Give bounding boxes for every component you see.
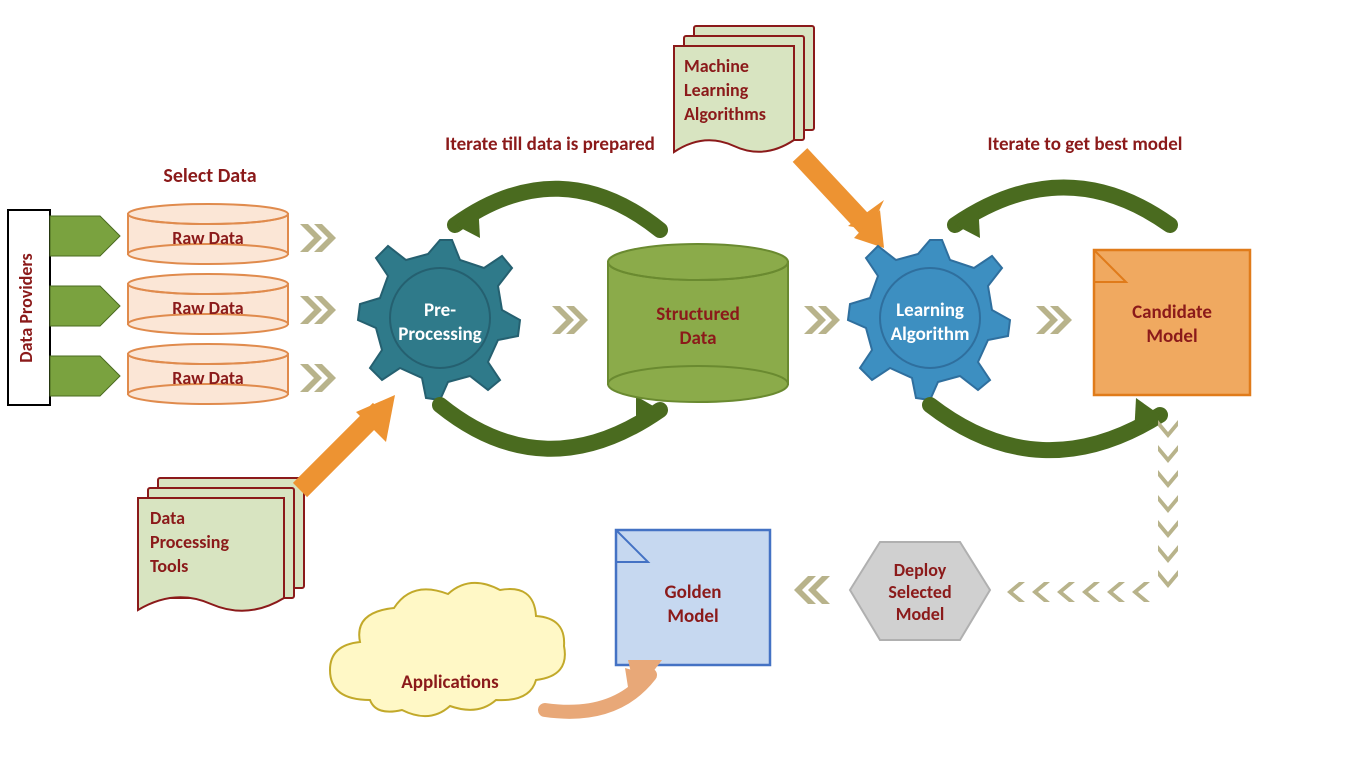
chevron-struct-to-learn	[804, 306, 840, 334]
raw-data-2-label: Raw Data	[172, 297, 243, 319]
arrow-apps-to-golden	[545, 660, 662, 712]
chevron-pre-to-struct	[552, 306, 588, 334]
select-data-label: Select Data	[163, 164, 256, 188]
chevron-learn-to-cand	[1036, 306, 1072, 334]
tools-l3: Tools	[150, 555, 188, 577]
applications-cloud: Applications	[330, 583, 565, 716]
deploy-l2: Selected	[888, 581, 951, 603]
golden-model: Golden Model	[616, 530, 770, 665]
learning-l1: Learning	[896, 299, 964, 322]
arrow-tools	[300, 395, 395, 490]
raw-data-cylinders: Raw Data Raw Data Raw Data	[128, 204, 288, 404]
provider-arrows	[50, 216, 120, 396]
candidate-l2: Model	[1146, 325, 1197, 348]
structured-l1: Structured	[656, 303, 740, 326]
preprocessing-l2: Processing	[398, 323, 481, 346]
ml-pipeline-diagram: Data Providers Select Data Raw Data Raw …	[0, 0, 1365, 778]
iterate-prep-label: Iterate till data is prepared	[445, 133, 655, 156]
data-providers-label: Data Providers	[15, 253, 37, 363]
applications-label: Applications	[401, 671, 499, 694]
ml-algos-cards: Machine Learning Algorithms	[674, 26, 814, 152]
tools-cards: Data Processing Tools	[138, 478, 304, 611]
chevron-deploy-to-golden	[794, 576, 830, 604]
raw-data-1: Raw Data	[128, 204, 288, 264]
tools-l2: Processing	[150, 531, 229, 553]
ml-algos-l3: Algorithms	[684, 103, 766, 125]
golden-l2: Model	[667, 605, 718, 628]
structured-data: Structured Data	[608, 244, 788, 402]
candidate-model: Candidate Model	[1094, 250, 1250, 395]
structured-l2: Data	[680, 327, 717, 350]
preprocessing-l1: Pre-	[424, 299, 456, 322]
ml-algos-l1: Machine	[684, 55, 749, 77]
preprocessing-gear: Pre- Processing	[358, 240, 520, 400]
learning-l2: Algorithm	[891, 323, 970, 346]
raw-data-2: Raw Data	[128, 274, 288, 334]
golden-l1: Golden	[665, 581, 722, 604]
tools-l1: Data	[150, 507, 185, 529]
raw-data-1-label: Raw Data	[172, 227, 243, 249]
deploy-l1: Deploy	[894, 559, 947, 581]
ml-algos-l2: Learning	[684, 79, 749, 101]
raw-data-3: Raw Data	[128, 344, 288, 404]
arrow-mlalgos	[800, 155, 884, 248]
raw-data-3-label: Raw Data	[172, 367, 243, 389]
learning-gear: Learning Algorithm	[848, 240, 1010, 400]
deploy-l3: Model	[896, 603, 945, 625]
chevrons-raw-to-pre	[300, 224, 336, 392]
data-providers-box: Data Providers	[8, 210, 50, 405]
candidate-l1: Candidate	[1132, 301, 1212, 324]
deploy-model: Deploy Selected Model	[850, 542, 990, 640]
iterate-best-label: Iterate to get best model	[988, 133, 1183, 156]
